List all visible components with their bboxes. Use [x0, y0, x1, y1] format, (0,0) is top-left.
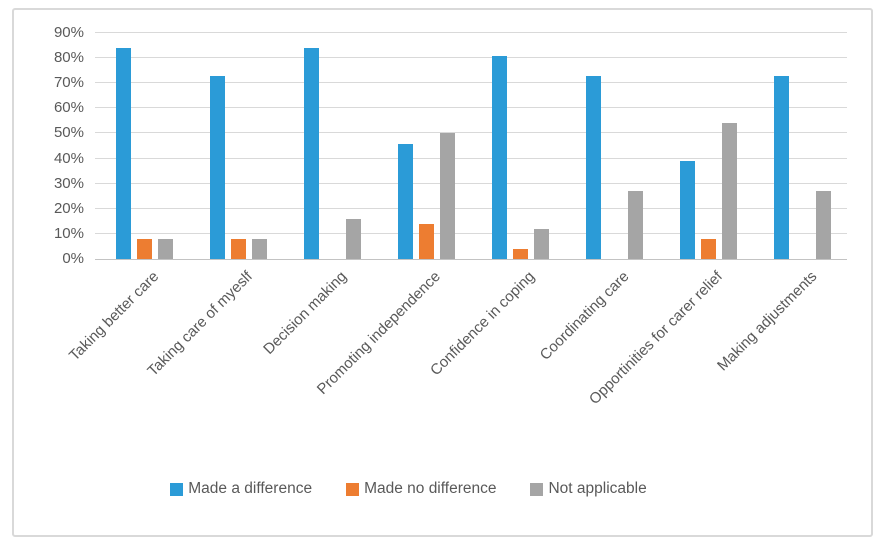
- legend-item-not-applicable: Not applicable: [530, 480, 647, 498]
- gridline: [95, 57, 847, 59]
- bar: [115, 48, 131, 259]
- bar: [773, 75, 789, 259]
- y-axis-tick-label: 30%: [53, 174, 84, 192]
- bar: [345, 218, 361, 259]
- bar: [251, 238, 267, 259]
- gridline: [95, 132, 847, 134]
- bar: [230, 238, 246, 259]
- bar: [679, 161, 695, 259]
- y-axis-tick-label: 90%: [53, 24, 84, 41]
- legend-item-made-a-difference: Made a difference: [170, 480, 312, 498]
- gridline: [95, 207, 847, 209]
- gridline: [95, 107, 847, 109]
- bar: [533, 228, 549, 259]
- x-axis-label: Confidence in coping: [426, 268, 539, 380]
- bar: [397, 143, 413, 259]
- y-axis-tick-label: 0%: [62, 250, 84, 267]
- legend-swatch-icon: [530, 482, 544, 496]
- x-axis-label: Making adjustments: [713, 268, 821, 375]
- y-axis-tick-label: 10%: [53, 224, 84, 242]
- bar: [627, 191, 643, 259]
- x-axis-label: Taking care of myeslf: [144, 268, 257, 380]
- bar: [512, 248, 528, 259]
- plot-area: [95, 32, 847, 260]
- legend-label: Made a difference: [188, 480, 313, 497]
- gridline: [95, 232, 847, 234]
- gridline: [95, 182, 847, 184]
- y-axis-tick-label: 20%: [53, 199, 84, 217]
- gridline: [95, 82, 847, 84]
- bar: [136, 238, 152, 259]
- x-axis-label: Coordinating care: [536, 268, 633, 364]
- y-axis-tick-label: 80%: [53, 49, 84, 67]
- legend: Made a difference Made no difference Not…: [0, 480, 837, 498]
- bar: [815, 191, 831, 259]
- legend-swatch-icon: [346, 482, 360, 496]
- legend-item-made-no-difference: Made no difference: [346, 480, 496, 498]
- x-axis-label: Decision making: [260, 268, 351, 358]
- y-axis-tick-label: 60%: [53, 99, 84, 117]
- bar: [418, 223, 434, 259]
- y-axis-tick-label: 50%: [53, 124, 84, 142]
- gridline: [95, 157, 847, 159]
- bar: [721, 123, 737, 259]
- legend-label: Not applicable: [548, 480, 647, 497]
- bar: [439, 133, 455, 259]
- x-axis-label: Opportinities for carer relief: [586, 268, 727, 408]
- y-axis-tick-label: 40%: [53, 149, 84, 167]
- chart-frame[interactable]: 0% 10% 20% 30% 40% 50% 60% 70% 80% 90% Taking bet…: [12, 8, 873, 537]
- legend-swatch-icon: [170, 482, 184, 496]
- y-axis: 0% 10% 20% 30% 40% 50% 60% 70% 80% 90%: [14, 10, 84, 535]
- x-axis-label: Promoting independence: [314, 268, 445, 398]
- bar: [700, 238, 716, 259]
- gridline: [95, 32, 847, 33]
- bar: [157, 238, 173, 259]
- bar: [303, 48, 319, 259]
- bar: [209, 75, 225, 259]
- legend-label: Made no difference: [364, 480, 497, 497]
- y-axis-tick-label: 70%: [53, 74, 84, 92]
- x-axis-line: [95, 259, 847, 260]
- bar: [491, 55, 507, 259]
- bar: [585, 75, 601, 259]
